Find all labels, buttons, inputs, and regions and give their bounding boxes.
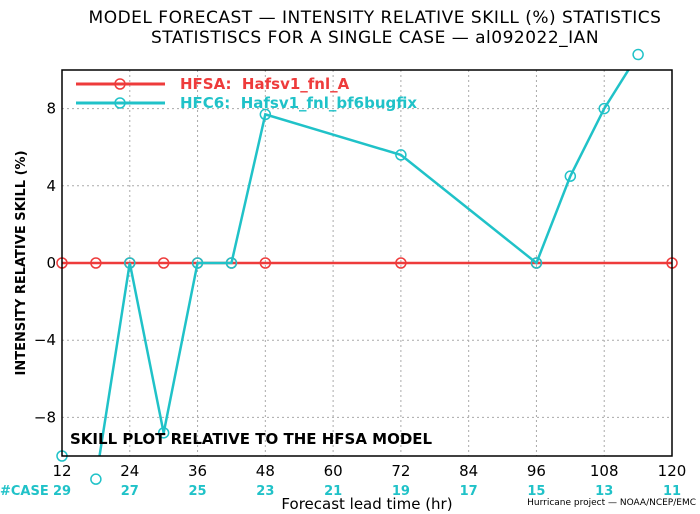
data-point-hfc6 xyxy=(90,473,102,485)
x-tick-label: 72 xyxy=(391,462,410,480)
y-tick-label: −8 xyxy=(34,408,56,426)
x-tick-label: 84 xyxy=(459,462,478,480)
y-axis-label: INTENSITY RELATIVE SKILL (%) xyxy=(14,150,29,375)
case-count: 17 xyxy=(460,484,478,499)
case-label: #CASE xyxy=(0,484,49,499)
case-count: 23 xyxy=(256,484,274,499)
legend-label-hfc6: HFC6: Hafsv1_fnl_bf6bugfix xyxy=(180,94,417,112)
y-tick-label: 8 xyxy=(46,100,56,118)
data-point-hfsa xyxy=(90,257,102,269)
chart-title: MODEL FORECAST — INTENSITY RELATIVE SKIL… xyxy=(89,8,662,28)
case-count: 19 xyxy=(392,484,410,499)
series-layer xyxy=(56,48,678,485)
legend: HFSA: Hafsv1_fnl_A HFC6: Hafsv1_fnl_bf6b… xyxy=(76,75,417,112)
case-count: 25 xyxy=(189,484,207,499)
data-point-hfc6 xyxy=(598,102,610,115)
data-point-hfsa xyxy=(157,257,170,269)
legend-marker-hfc6 xyxy=(114,97,126,109)
data-point-hfc6 xyxy=(564,170,577,182)
data-point-hfc6 xyxy=(225,257,238,269)
annotation-text: SKILL PLOT RELATIVE TO THE HFSA MODEL xyxy=(70,430,433,448)
case-counts: 29 27 25 23 21 19 17 15 13 11 xyxy=(53,484,681,499)
x-tick-label: 24 xyxy=(120,462,139,480)
data-point-hfc6 xyxy=(124,257,136,269)
case-count: 27 xyxy=(121,484,139,499)
data-point-hfc6 xyxy=(530,257,543,269)
data-point-hfc6 xyxy=(259,108,272,121)
y-tick-label: 0 xyxy=(46,254,56,272)
x-tick-label: 48 xyxy=(256,462,275,480)
legend-label-hfsa: HFSA: Hafsv1_fnl_A xyxy=(180,75,350,93)
x-tick-label: 60 xyxy=(324,462,343,480)
case-count: 15 xyxy=(527,484,545,499)
data-point-hfc6 xyxy=(191,257,204,269)
case-count: 11 xyxy=(663,484,681,499)
x-tick-label: 36 xyxy=(188,462,207,480)
x-axis-label: Forecast lead time (hr) xyxy=(281,495,452,513)
case-count: 13 xyxy=(595,484,613,499)
case-count: 29 xyxy=(53,484,71,499)
case-count: 21 xyxy=(324,484,342,499)
x-tick-label: 120 xyxy=(658,462,687,480)
series-line-hfc6 xyxy=(62,70,630,456)
x-tick-label: 108 xyxy=(590,462,619,480)
plot-frame xyxy=(61,69,673,457)
x-tick-label: 96 xyxy=(527,462,546,480)
data-point-hfc6 xyxy=(157,427,170,439)
data-point-hfc6 xyxy=(395,149,407,161)
data-point-hfsa xyxy=(259,257,272,269)
credit-text: Hurricane project — NOAA/NCEP/EMC xyxy=(527,498,696,508)
chart-subtitle: STATISTISCS FOR A SINGLE CASE — al092022… xyxy=(151,28,599,48)
data-point-hfsa xyxy=(395,257,407,269)
data-point-hfc6 xyxy=(632,48,644,61)
y-tick-label: −4 xyxy=(34,331,56,349)
y-tick-label: 4 xyxy=(46,177,56,195)
x-tick-label: 12 xyxy=(52,462,71,480)
legend-marker-hfsa xyxy=(114,78,126,90)
